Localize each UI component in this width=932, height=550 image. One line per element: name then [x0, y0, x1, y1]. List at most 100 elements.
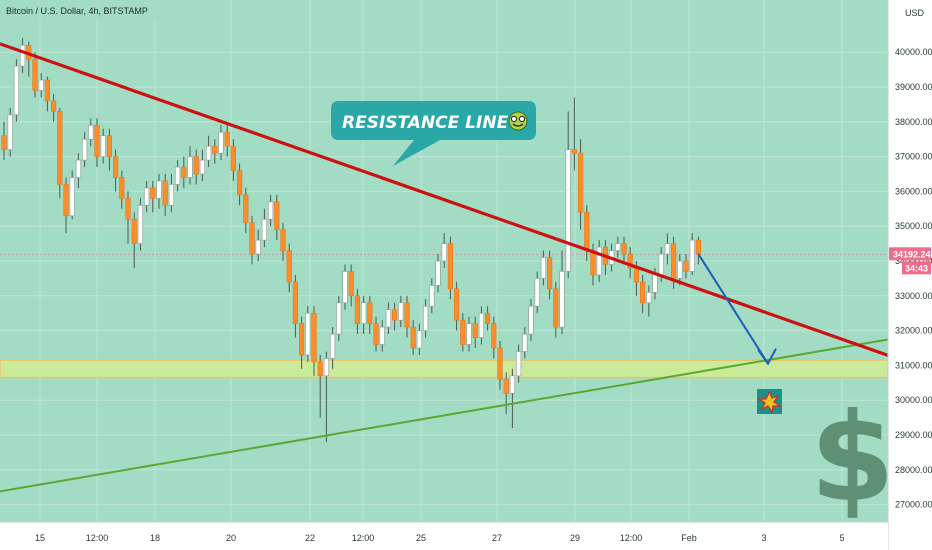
- candle-body: [584, 211, 590, 251]
- candle-body: [528, 305, 534, 335]
- candle: [491, 316, 497, 359]
- candle-body: [478, 312, 485, 338]
- candle: [88, 118, 94, 147]
- candle: [137, 198, 144, 251]
- price-tick-label: 31000.00: [895, 360, 932, 370]
- candle-body: [218, 131, 224, 154]
- candle: [162, 174, 168, 216]
- candle-body: [695, 239, 701, 255]
- candle-body: [150, 187, 156, 199]
- collision-emoji-icon: [757, 389, 782, 414]
- candle-body: [484, 312, 491, 324]
- time-tick-label: 22: [305, 533, 315, 543]
- candle-body: [497, 347, 503, 380]
- candle: [69, 170, 75, 220]
- candle-body: [292, 281, 299, 324]
- candle-body: [646, 292, 652, 304]
- candle-body: [466, 323, 472, 345]
- candle-body: [422, 305, 429, 331]
- resistance-trendline[interactable]: [0, 42, 889, 357]
- candle: [317, 354, 323, 418]
- price-tick-label: 35000.00: [895, 221, 932, 231]
- candle-body: [546, 257, 553, 290]
- candle-body: [261, 218, 268, 241]
- candle: [206, 135, 212, 168]
- candle-body: [286, 250, 292, 283]
- candle: [391, 302, 398, 331]
- candle-body: [652, 274, 658, 293]
- resistance-callout[interactable]: RESISTANCE LINE: [331, 101, 536, 166]
- candle: [460, 313, 466, 352]
- candle-body: [522, 333, 528, 352]
- candle-body: [385, 309, 392, 328]
- candle: [354, 288, 361, 335]
- candle-body: [224, 131, 230, 147]
- candle: [82, 132, 88, 168]
- candle: [44, 76, 50, 112]
- candle-body: [503, 379, 509, 394]
- price-tick-label: 34000.00: [895, 256, 932, 266]
- candle-body: [113, 156, 119, 178]
- candle-body: [298, 323, 305, 356]
- candle-body: [354, 295, 361, 324]
- candle: [63, 177, 69, 234]
- candle-body: [7, 114, 13, 150]
- candle: [150, 180, 156, 213]
- last-price-badge: 34192.24: [889, 247, 931, 261]
- candle-body: [373, 323, 379, 345]
- candle: [553, 281, 559, 338]
- candle: [261, 208, 268, 248]
- candle-body: [249, 222, 255, 255]
- candle-body: [311, 312, 317, 363]
- candle-body: [689, 239, 695, 272]
- candle: [243, 187, 249, 234]
- candle: [689, 233, 695, 275]
- candle: [230, 139, 237, 181]
- candle-body: [553, 288, 559, 328]
- candle-body: [670, 243, 677, 279]
- candle-body: [460, 319, 466, 345]
- candle: [19, 38, 26, 74]
- candle: [577, 139, 584, 230]
- candle: [528, 299, 534, 342]
- candle: [212, 139, 218, 164]
- candle-body: [379, 326, 385, 345]
- time-axis-ticks: 15 12:00 18 20 22 12:00 25 27 29 12:00 Feb 3 5: [35, 533, 845, 543]
- candle: [646, 285, 652, 317]
- candle-body: [590, 250, 596, 276]
- candle-body: [63, 184, 69, 217]
- candle: [267, 194, 274, 227]
- candle-body: [100, 135, 106, 157]
- candle: [447, 236, 454, 300]
- candle-body: [577, 152, 584, 213]
- candle: [280, 222, 286, 261]
- candle: [57, 107, 63, 199]
- candle: [75, 153, 81, 188]
- price-tick-label: 40000.00: [895, 47, 932, 57]
- candle-body: [119, 177, 125, 199]
- candle: [472, 316, 478, 348]
- time-tick-label: 3: [761, 533, 766, 543]
- candle: [441, 233, 447, 268]
- candle-body: [639, 281, 646, 304]
- candle: [596, 240, 602, 282]
- price-tick-label: 39000.00: [895, 82, 932, 92]
- candle: [156, 174, 162, 209]
- candle: [683, 254, 689, 279]
- price-tick-label: 38000.00: [895, 117, 932, 127]
- support-trendline[interactable]: [0, 338, 889, 493]
- candle: [32, 52, 38, 98]
- candle-body: [255, 239, 261, 255]
- price-axis-ticks: 27000.00 28000.00 29000.00 30000.00 31000.00…: [895, 47, 932, 509]
- candle: [13, 59, 19, 122]
- candle: [193, 149, 199, 185]
- candle-body: [106, 135, 112, 157]
- candle: [639, 274, 646, 314]
- time-tick-label: 12:00: [86, 533, 109, 543]
- candlestick-series: [1, 38, 701, 442]
- callout-text: RESISTANCE LINE: [342, 113, 509, 133]
- last-price-label: 34192.24: [893, 249, 931, 259]
- candle: [478, 306, 485, 345]
- candle-body: [187, 156, 193, 178]
